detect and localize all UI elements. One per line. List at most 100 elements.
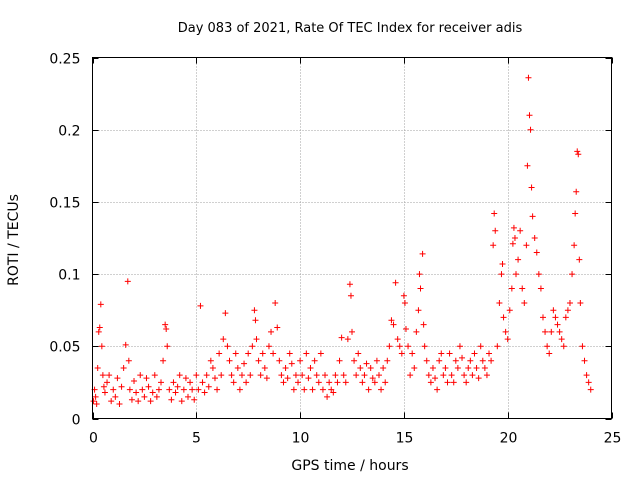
data-point	[511, 235, 518, 241]
data-point	[448, 372, 455, 379]
data-point	[309, 386, 316, 393]
data-point	[574, 148, 581, 155]
data-point	[147, 398, 154, 405]
data-point	[330, 389, 337, 396]
data-point	[402, 325, 409, 332]
data-point	[471, 350, 478, 357]
data-point	[299, 372, 306, 379]
data-point	[126, 386, 133, 393]
data-point	[342, 379, 349, 386]
data-point	[336, 357, 343, 364]
data-point	[425, 372, 432, 379]
data-point	[228, 372, 235, 379]
data-point	[245, 350, 252, 357]
data-point	[461, 372, 468, 379]
data-point	[566, 299, 573, 306]
data-point	[317, 350, 324, 357]
data-point	[141, 393, 148, 400]
data-point	[420, 321, 427, 328]
data-point	[456, 343, 463, 350]
data-point	[151, 372, 158, 379]
data-point	[525, 74, 532, 81]
data-point	[477, 343, 484, 350]
data-point	[560, 343, 567, 350]
data-point	[432, 375, 439, 382]
data-point	[359, 379, 366, 386]
data-point	[197, 302, 204, 309]
data-point	[226, 357, 233, 364]
data-point	[498, 271, 505, 278]
data-point	[473, 364, 480, 371]
data-point	[521, 299, 528, 306]
data-point	[332, 372, 339, 379]
data-point	[392, 279, 399, 286]
data-point	[494, 343, 501, 350]
data-point	[371, 379, 378, 386]
x-tick-label: 25	[604, 431, 622, 447]
data-point	[249, 343, 256, 350]
data-point	[558, 336, 565, 343]
data-point	[180, 386, 187, 393]
data-point	[301, 386, 308, 393]
data-point	[405, 343, 412, 350]
data-point	[531, 235, 538, 241]
data-point	[114, 375, 121, 382]
data-point	[363, 360, 370, 367]
data-point	[218, 372, 225, 379]
data-point	[562, 314, 569, 321]
data-point	[93, 401, 100, 408]
data-point	[535, 271, 542, 278]
data-point	[268, 328, 275, 335]
data-point	[95, 328, 102, 335]
data-point	[139, 386, 146, 393]
data-point	[581, 357, 588, 364]
x-tick-label: 15	[396, 431, 414, 447]
data-point	[490, 242, 497, 249]
data-point	[508, 285, 515, 292]
data-point	[583, 372, 590, 379]
data-point	[160, 357, 167, 364]
data-point	[496, 299, 503, 306]
data-point	[427, 379, 434, 386]
data-point	[184, 393, 191, 400]
data-point	[353, 372, 360, 379]
data-point	[205, 383, 212, 390]
data-point	[355, 350, 362, 357]
data-point	[492, 227, 499, 234]
data-point	[423, 357, 430, 364]
data-point	[367, 364, 374, 371]
data-point	[288, 360, 295, 367]
data-point	[99, 372, 106, 379]
data-point	[349, 328, 355, 335]
data-point	[365, 386, 372, 393]
data-point	[104, 379, 111, 386]
data-point	[106, 372, 113, 379]
data-point	[378, 386, 385, 393]
data-point	[118, 383, 125, 390]
data-point	[396, 343, 403, 350]
data-point	[195, 386, 202, 393]
data-point	[499, 260, 506, 267]
data-point	[207, 357, 214, 364]
data-point	[116, 401, 123, 408]
data-point	[170, 379, 177, 386]
data-point	[100, 383, 107, 390]
data-point	[375, 372, 382, 379]
data-point	[101, 389, 108, 396]
plot-frame	[92, 57, 612, 419]
data-point	[307, 364, 314, 371]
data-point	[259, 350, 266, 357]
data-point	[429, 364, 436, 371]
chart-title: Day 083 of 2021, Rate Of TEC Index for r…	[178, 21, 523, 36]
data-point	[373, 357, 380, 364]
data-point	[193, 372, 200, 379]
data-point	[112, 393, 119, 400]
data-point	[510, 224, 517, 231]
data-point	[172, 389, 179, 396]
x-tick-label: 20	[500, 431, 518, 447]
data-point	[400, 292, 407, 299]
data-point	[315, 379, 322, 386]
data-point	[351, 357, 358, 364]
data-point	[326, 379, 333, 386]
